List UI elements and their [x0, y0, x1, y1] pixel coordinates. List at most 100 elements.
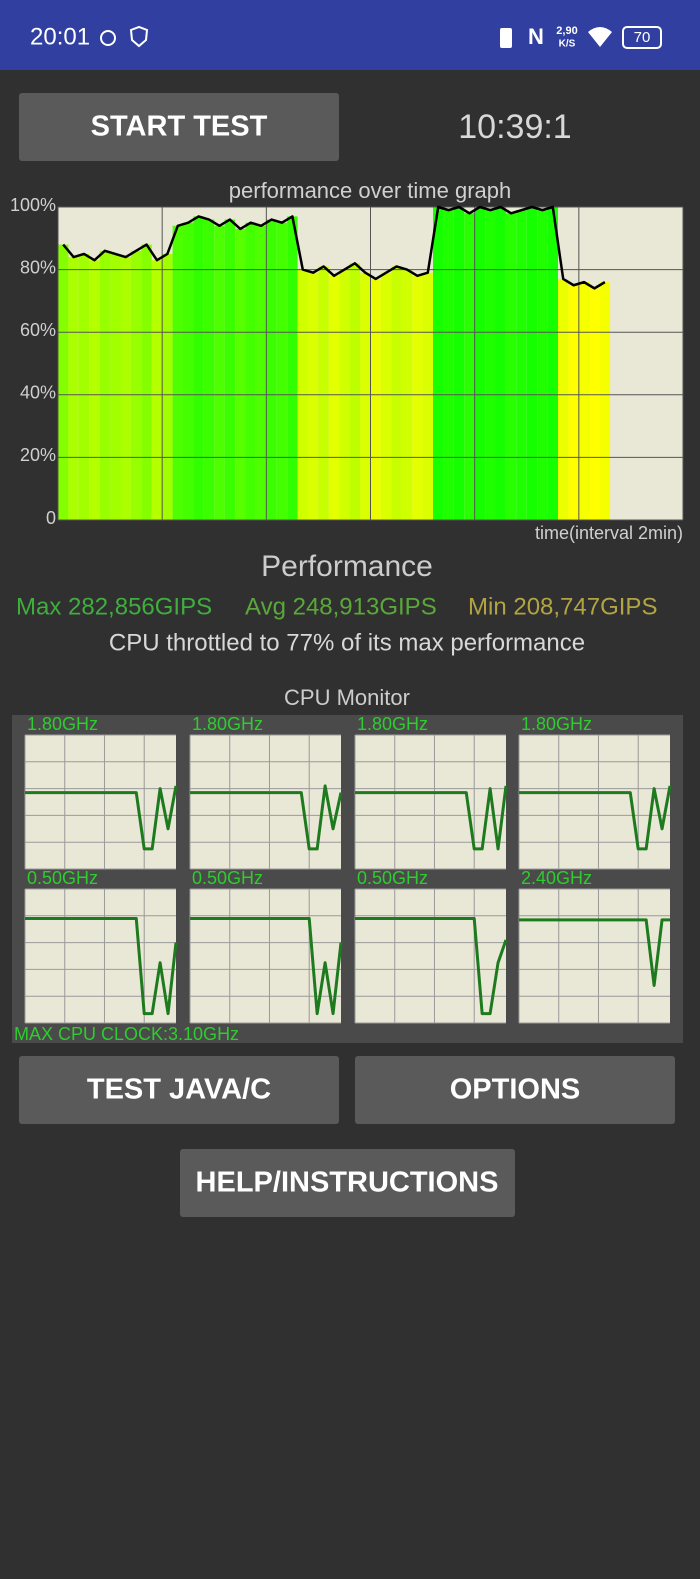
vibrate-icon: [500, 28, 512, 48]
clock: 20:01: [30, 23, 90, 50]
performance-bar: [120, 257, 131, 520]
test-java-button[interactable]: [19, 1056, 339, 1124]
performance-bar: [308, 272, 319, 520]
performance-bar: [433, 207, 444, 520]
performance-bar: [558, 278, 569, 520]
core-plot-area: [355, 889, 506, 1023]
core-frequency-label: 0.50GHz: [192, 868, 263, 888]
options-label[interactable]: OPTIONS: [450, 1074, 581, 1106]
core-frequency-line: [190, 916, 343, 1016]
x-axis-label: time(interval 2min): [535, 523, 683, 543]
core-frequency-line: [355, 785, 508, 851]
shield-icon: [129, 25, 149, 48]
battery-level: 70: [634, 29, 651, 46]
timer: 10:39:1: [458, 108, 571, 146]
performance-bar: [516, 210, 527, 520]
performance-bar: [422, 272, 433, 520]
y-tick-label: 60%: [20, 320, 56, 340]
y-tick-label: 100%: [10, 195, 56, 215]
min-score: Min 208,747GIPS: [468, 593, 657, 620]
options-button[interactable]: [355, 1056, 675, 1124]
performance-bar: [412, 275, 423, 520]
help-label[interactable]: HELP/INSTRUCTIONS: [196, 1167, 499, 1199]
core-frequency-label: 1.80GHz: [357, 714, 428, 734]
y-tick-label: 80%: [20, 257, 56, 277]
performance-bar: [495, 207, 506, 520]
performance-bar: [203, 219, 215, 520]
performance-bar: [276, 222, 288, 520]
throttle-text: CPU throttled to 77% of its max performa…: [109, 629, 585, 656]
performance-bar: [224, 219, 236, 520]
nfc-icon: N: [528, 24, 544, 49]
performance-bar: [578, 282, 590, 520]
performance-bar: [370, 278, 381, 520]
core-plot-area: [519, 889, 670, 1023]
performance-bar: [172, 225, 183, 520]
core-plot-area: [519, 735, 670, 869]
max-score: Max 282,856GIPS: [16, 593, 212, 620]
performance-bar: [110, 253, 121, 520]
performance-bar: [599, 282, 611, 520]
core-frequency-line: [190, 784, 343, 851]
performance-bar: [99, 250, 111, 520]
performance-bar: [245, 222, 256, 520]
core-plot-area: [25, 735, 176, 869]
performance-bar: [391, 266, 402, 520]
core-frequency-label: 0.50GHz: [27, 868, 98, 888]
core-frequency-line: [25, 916, 178, 1016]
performance-bar: [89, 260, 100, 520]
performance-bar: [183, 222, 194, 520]
performance-bar: [266, 219, 277, 520]
y-tick-label: 0: [46, 508, 56, 528]
net-speed: 2,90: [556, 25, 577, 37]
performance-bar: [287, 216, 298, 520]
cpu-monitor-footer: MAX CPU CLOCK:3.10GHz: [14, 1024, 239, 1044]
core-frequency-line: [519, 785, 672, 851]
core-frequency-label: 1.80GHz: [192, 714, 263, 734]
performance-bar: [505, 213, 517, 520]
battery-icon: [622, 26, 662, 49]
performance-bar: [328, 275, 340, 520]
core-plot-area: [355, 735, 506, 869]
performance-bar: [78, 253, 90, 520]
performance-bar: [318, 266, 329, 520]
test-java-label[interactable]: TEST JAVA/C: [87, 1074, 271, 1106]
performance-bar: [255, 225, 267, 520]
performance-bar: [68, 257, 79, 520]
core-frequency-label: 2.40GHz: [521, 868, 592, 888]
performance-bar: [162, 253, 173, 520]
performance-bar: [474, 207, 486, 520]
performance-bar: [526, 207, 538, 520]
performance-line: [62, 205, 606, 290]
performance-bar: [58, 244, 69, 520]
start-test-label[interactable]: START TEST: [91, 111, 268, 143]
wifi-icon: [588, 27, 612, 47]
performance-bar: [443, 210, 454, 520]
performance-bar: [485, 210, 496, 520]
help-button[interactable]: [180, 1149, 515, 1217]
performance-bar: [235, 228, 246, 520]
y-tick-label: 40%: [20, 383, 56, 403]
performance-bar: [464, 213, 475, 520]
avg-score: Avg 248,913GIPS: [245, 593, 437, 620]
performance-bar: [360, 272, 371, 520]
performance-bar: [537, 210, 548, 520]
performance-bar: [151, 260, 163, 520]
y-tick-label: 20%: [20, 445, 56, 465]
net-unit: K/S: [559, 39, 576, 50]
core-frequency-label: 0.50GHz: [357, 868, 428, 888]
performance-bar: [547, 207, 558, 520]
core-frequency-label: 1.80GHz: [27, 714, 98, 734]
core-frequency-label: 1.80GHz: [521, 714, 592, 734]
performance-bar: [349, 263, 361, 520]
core-frequency-line: [519, 918, 670, 987]
start-test-button[interactable]: [19, 93, 339, 161]
performance-bar: [214, 225, 225, 520]
performance-bar: [589, 288, 600, 520]
sync-icon: [100, 30, 116, 46]
performance-bar: [453, 207, 465, 520]
chart-title: performance over time graph: [229, 178, 511, 203]
cpu-monitor-title: CPU Monitor: [284, 685, 410, 710]
core-frequency-line: [25, 785, 178, 851]
